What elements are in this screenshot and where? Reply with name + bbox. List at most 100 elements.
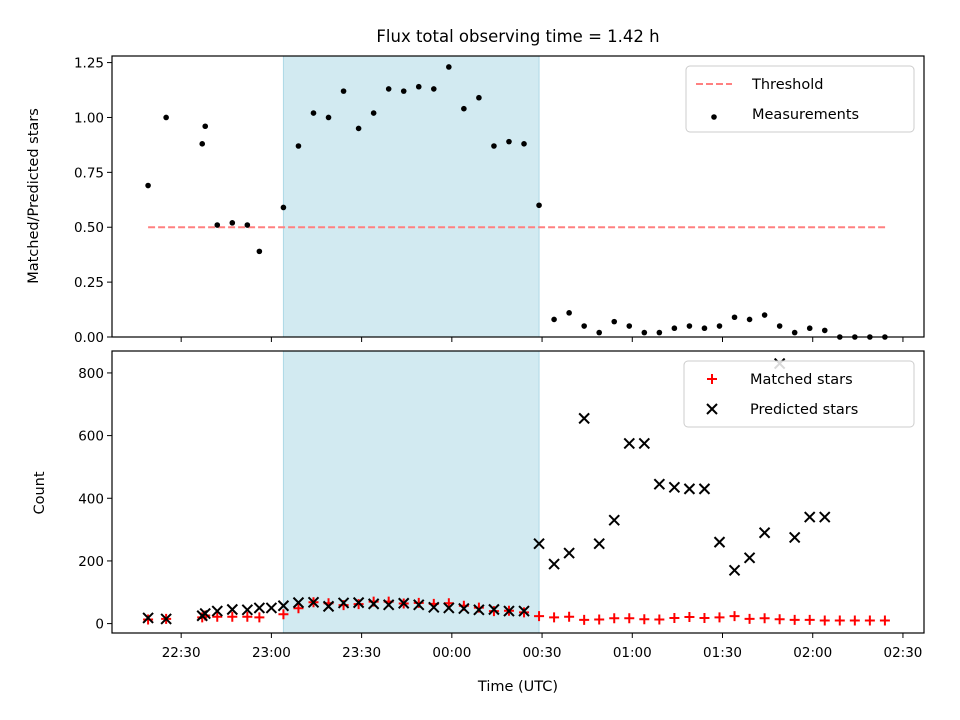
legend-label: Matched stars	[750, 372, 853, 388]
matched-star-point	[639, 614, 650, 625]
matched-star-point	[353, 599, 364, 610]
predicted-star-point	[518, 605, 530, 617]
predicted-star-point	[698, 483, 711, 495]
predicted-star-point	[367, 598, 380, 610]
x-axis-label: Time (UTC)	[477, 679, 558, 695]
measurement-point	[521, 141, 527, 147]
legend-matched-swatch	[707, 374, 717, 384]
predicted-star-point	[488, 603, 500, 616]
predicted-star-point	[668, 481, 681, 494]
legend-predicted-swatch	[706, 403, 718, 415]
measurement-point	[536, 202, 542, 209]
y-tick-label: 800	[78, 366, 104, 382]
matched-star-point	[864, 615, 875, 626]
measurement-point	[415, 83, 422, 90]
predicted-star-point	[292, 596, 305, 609]
predicted-star-point	[758, 527, 771, 539]
predicted-star-point	[211, 605, 223, 617]
measurement-point	[626, 323, 633, 329]
matched-star-point	[293, 603, 304, 614]
matched-star-point	[624, 613, 635, 624]
measurement-point	[430, 86, 437, 92]
matched-star-point	[212, 611, 223, 622]
predicted-star-point	[608, 514, 620, 526]
predicted-star-point	[623, 437, 635, 450]
predicted-star-point	[458, 602, 470, 615]
measurement-point	[199, 141, 206, 147]
measurement-point	[776, 323, 783, 329]
matched-star-point	[789, 614, 800, 625]
measurement-point	[340, 88, 347, 94]
measurement-point	[611, 318, 618, 325]
measurement-point	[385, 86, 392, 92]
y-tick-label: 1.25	[74, 56, 104, 72]
top-y-axis-label: Matched/Predicted stars	[26, 108, 42, 284]
measurement-point	[370, 110, 377, 116]
y-tick-label: 0.00	[74, 330, 104, 346]
measurement-point	[701, 325, 708, 332]
measurement-point	[506, 138, 512, 145]
measurement-point	[461, 105, 467, 112]
matched-star-point	[684, 612, 695, 623]
measurement-point	[791, 329, 798, 336]
predicted-star-point	[653, 478, 666, 490]
predicted-star-point	[322, 600, 335, 613]
legend: Matched stars Predicted stars	[683, 360, 915, 428]
x-tick-label: 02:00	[793, 645, 832, 661]
bottom-y-axis-label: Count	[32, 471, 48, 514]
matched-star-point	[254, 612, 265, 623]
measurement-point	[280, 204, 287, 211]
predicted-star-point	[713, 536, 726, 548]
measurement-point	[596, 329, 602, 336]
matched-star-point	[819, 615, 830, 626]
measurement-point	[731, 314, 738, 321]
measurement-point	[310, 110, 317, 116]
matched-star-point	[849, 615, 860, 626]
measurement-point	[400, 88, 407, 94]
matched-star-point	[714, 612, 725, 623]
predicted-star-point	[277, 600, 290, 612]
y-tick-label: 0.25	[74, 275, 104, 291]
measurement-point	[355, 125, 362, 132]
y-tick-label: 0.75	[74, 165, 104, 181]
measurement-point	[686, 323, 693, 329]
measurement-point	[214, 222, 221, 228]
x-tick-label: 00:00	[432, 645, 471, 661]
measurement-point	[581, 323, 587, 329]
matched-star-point	[774, 614, 785, 625]
axes-frame	[111, 55, 925, 338]
matched-star-point	[654, 614, 665, 625]
predicted-star-point	[428, 601, 440, 614]
predicted-star-point	[503, 605, 515, 617]
predicted-star-point	[398, 597, 410, 609]
measurement-point	[229, 220, 236, 226]
measurement-point	[491, 143, 497, 149]
predicted-star-point	[683, 483, 696, 495]
matched-star-point	[564, 611, 575, 622]
matched-star-point	[834, 615, 845, 626]
predicted-star-point	[563, 547, 575, 559]
matched-star-point	[278, 609, 289, 620]
predicted-star-point	[819, 511, 831, 523]
legend-box	[683, 360, 915, 428]
predicted-star-point	[593, 537, 605, 550]
legend-label: Predicted stars	[750, 402, 858, 418]
matched-star-point	[804, 614, 815, 625]
predicted-star-point	[382, 599, 395, 611]
matched-star-point	[879, 615, 890, 626]
y-tick-label: 1.00	[74, 110, 104, 126]
top-panel: 0.00 0.25 0.50 0.75 1.00 1.25 Threshold Measure…	[74, 55, 925, 346]
x-tick-label: 22:30	[162, 645, 201, 661]
measurement-point	[821, 327, 828, 334]
matched-star-point	[227, 611, 238, 622]
predicted-star-point	[743, 552, 756, 564]
matched-star-point	[534, 611, 545, 622]
measurement-point	[551, 316, 557, 323]
measurement-point	[746, 316, 753, 323]
predicted-star-point	[548, 558, 560, 570]
predicted-star-point	[728, 564, 741, 577]
measurement-point	[656, 329, 663, 336]
matched-star-point	[699, 612, 710, 623]
matched-star-point	[413, 597, 424, 608]
measurement-point	[716, 323, 723, 329]
